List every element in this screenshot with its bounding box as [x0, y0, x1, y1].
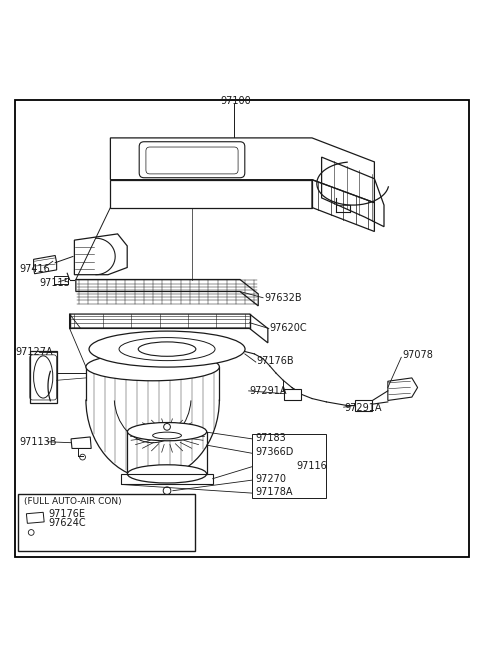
Text: 97366D: 97366D: [255, 447, 294, 457]
Text: 97624C: 97624C: [48, 518, 85, 529]
Ellipse shape: [153, 432, 181, 439]
Text: 97291A: 97291A: [345, 403, 382, 413]
Bar: [355, 400, 372, 411]
Text: 97270: 97270: [255, 474, 287, 484]
Bar: [284, 390, 301, 400]
Text: 97078: 97078: [402, 350, 433, 360]
Text: 97176B: 97176B: [257, 356, 294, 366]
Text: 97632B: 97632B: [264, 293, 301, 303]
Text: 97100: 97100: [221, 96, 252, 106]
Ellipse shape: [128, 465, 206, 483]
Bar: [54, 276, 68, 284]
Text: 97115: 97115: [39, 278, 70, 288]
Text: 97176E: 97176E: [48, 509, 85, 519]
Text: 97116: 97116: [297, 460, 327, 471]
Text: 97113B: 97113B: [19, 437, 57, 447]
Text: 97620C: 97620C: [270, 324, 307, 333]
Text: 97291A: 97291A: [250, 386, 287, 396]
Ellipse shape: [89, 331, 245, 367]
Text: 97127A: 97127A: [15, 347, 53, 358]
Text: (FULL AUTO-AIR CON): (FULL AUTO-AIR CON): [24, 496, 121, 506]
Text: 97183: 97183: [255, 433, 286, 443]
Bar: [76, 278, 259, 306]
Ellipse shape: [86, 353, 219, 381]
Bar: [18, 494, 195, 551]
Ellipse shape: [128, 422, 206, 441]
Text: 97178A: 97178A: [255, 487, 293, 497]
Text: 97416: 97416: [19, 264, 50, 274]
